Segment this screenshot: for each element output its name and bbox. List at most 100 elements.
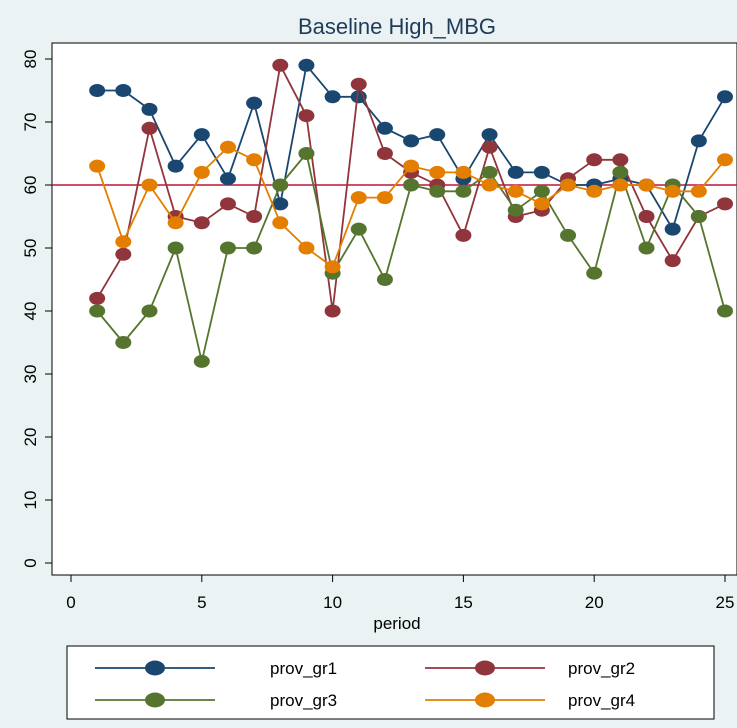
data-point (533, 165, 550, 179)
data-point (455, 165, 472, 179)
data-point (115, 235, 132, 249)
data-point (507, 184, 524, 198)
data-point (89, 291, 106, 305)
data-point (717, 304, 733, 318)
x-tick-label: 25 (716, 593, 735, 612)
y-tick-label: 60 (21, 176, 40, 195)
data-point (403, 134, 420, 148)
data-point (324, 90, 341, 104)
x-tick-label: 10 (323, 593, 342, 612)
y-tick-label: 70 (21, 113, 40, 132)
data-point (115, 247, 132, 261)
data-point (429, 165, 446, 179)
data-point (717, 153, 733, 167)
data-point (481, 128, 498, 142)
data-point (612, 165, 629, 179)
data-point (376, 191, 393, 205)
legend-swatch-marker (145, 692, 165, 708)
data-point (376, 121, 393, 135)
data-point (89, 304, 106, 318)
data-point (193, 354, 210, 368)
axes: 0 10 20 30 40 50 60 70 80 0 5 10 15 20 25 (21, 43, 737, 612)
data-point (717, 197, 733, 211)
data-point (246, 96, 263, 110)
legend-label: prov_gr4 (568, 691, 635, 710)
x-tick-label: 20 (585, 593, 604, 612)
series-prov_gr2 (89, 58, 733, 318)
data-point (690, 134, 707, 148)
data-point (141, 121, 158, 135)
data-point (298, 109, 315, 123)
data-point (638, 210, 655, 223)
data-point (298, 241, 315, 255)
data-point (298, 147, 315, 160)
data-point (141, 304, 158, 318)
data-point (481, 178, 498, 192)
data-point (664, 184, 681, 198)
data-point (350, 77, 367, 91)
data-point (690, 184, 707, 198)
data-point (272, 178, 289, 192)
data-point (193, 128, 210, 142)
data-point (507, 203, 524, 217)
data-point (272, 216, 289, 230)
chart-title: Baseline High_MBG (298, 14, 496, 39)
data-point (638, 178, 655, 192)
data-point (664, 222, 681, 236)
legend: prov_gr1 prov_gr2 prov_gr3 prov_gr4 (95, 659, 635, 710)
data-point (507, 165, 524, 179)
series-prov_gr4 (89, 140, 733, 274)
data-point (89, 84, 106, 97)
legend-swatch-marker (145, 660, 165, 676)
data-point (533, 184, 550, 198)
data-point (324, 260, 341, 274)
data-point (272, 197, 289, 211)
data-point (246, 153, 263, 167)
data-point (690, 210, 707, 223)
legend-item: prov_gr1 (95, 659, 337, 678)
x-tick-label: 5 (197, 593, 206, 612)
plot-region (51, 42, 737, 576)
data-point (429, 128, 446, 142)
data-point (560, 228, 577, 242)
data-point (246, 241, 263, 255)
data-point (664, 254, 681, 268)
data-point (219, 241, 236, 255)
data-point (141, 178, 158, 192)
legend-label: prov_gr2 (568, 659, 635, 678)
data-point (481, 165, 498, 179)
data-point (193, 216, 210, 230)
data-point (167, 216, 184, 230)
data-point (219, 197, 236, 211)
data-point (429, 184, 446, 198)
data-point (89, 159, 106, 173)
data-point (115, 336, 132, 349)
legend-item: prov_gr2 (425, 659, 635, 678)
legend-box (66, 645, 715, 720)
data-point (324, 304, 341, 318)
data-point (533, 197, 550, 211)
data-point (455, 184, 472, 198)
y-tick-label: 10 (21, 491, 40, 510)
y-tick-label: 80 (21, 50, 40, 69)
data-point (376, 273, 393, 286)
data-point (612, 153, 629, 167)
data-point (586, 184, 603, 198)
legend-label: prov_gr3 (270, 691, 337, 710)
x-axis-label: period (373, 614, 420, 633)
data-point (560, 178, 577, 192)
data-point (455, 228, 472, 242)
data-point (638, 241, 655, 255)
data-point (481, 140, 498, 154)
legend-label: prov_gr1 (270, 659, 337, 678)
legend-swatch-marker (475, 660, 495, 676)
data-point (141, 102, 158, 116)
data-point (717, 90, 733, 104)
x-tick-label: 0 (66, 593, 75, 612)
series-layer (89, 58, 733, 368)
data-point (403, 178, 420, 192)
data-point (167, 241, 184, 255)
y-tick-label: 40 (21, 302, 40, 321)
